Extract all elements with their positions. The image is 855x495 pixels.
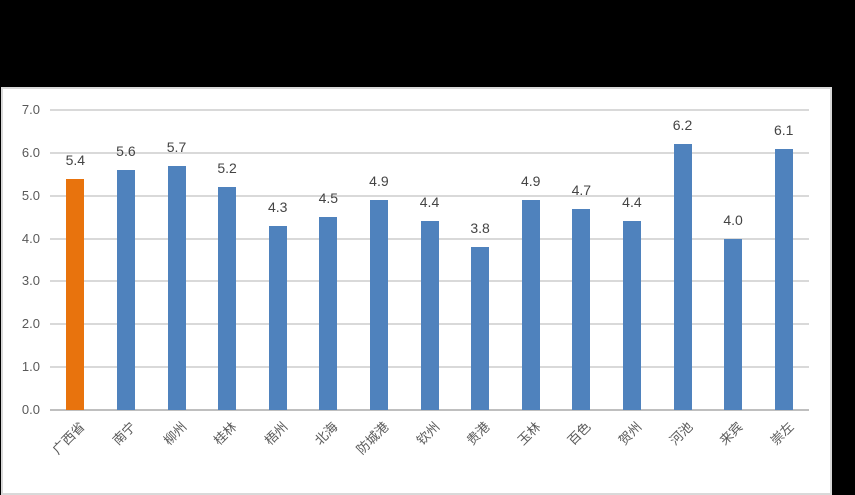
y-axis-tick-label: 3.0	[21, 273, 40, 289]
bar-桂林[interactable]	[218, 187, 237, 410]
bar-百色[interactable]	[572, 208, 591, 410]
value-label: 5.7	[166, 138, 187, 155]
bar-防城港[interactable]	[369, 200, 388, 410]
chart-container[interactable]: 7.0 6.0 5.0 4.0 3.0 2.0 1.0 0.0 5.4 广西省 5.6 南宁 5.7 柳州…	[1, 87, 832, 495]
y-axis-tick-label: 1.0	[21, 359, 40, 375]
y-axis-tick-label: 4.0	[21, 230, 40, 246]
value-label: 3.8	[470, 220, 490, 237]
bar-梧州[interactable]	[268, 225, 287, 410]
value-label: 4.5	[318, 190, 339, 207]
bar-柳州[interactable]	[167, 165, 186, 410]
bar-贺州[interactable]	[622, 221, 641, 410]
bar-贵港[interactable]	[471, 247, 490, 410]
value-label: 6.2	[672, 117, 693, 134]
y-axis-tick-label: 5.0	[21, 187, 40, 203]
value-label: 4.4	[622, 194, 642, 211]
value-label: 4.4	[419, 194, 440, 211]
bar-崇左[interactable]	[774, 148, 793, 410]
bar-玉林[interactable]	[521, 200, 540, 410]
y-axis-tick-label: 0.0	[21, 402, 40, 417]
gridline	[50, 194, 809, 197]
value-label: 4.9	[369, 173, 389, 189]
plot-area: 7.0 6.0 5.0 4.0 3.0 2.0 1.0 0.0 5.4 广西省 5.6 南宁 5.7 柳州…	[22, 102, 809, 457]
bar-河池[interactable]	[673, 144, 692, 410]
bar-北海[interactable]	[319, 217, 338, 410]
value-label: 5.6	[116, 143, 136, 159]
bar-广西省[interactable]	[66, 178, 85, 410]
gridline	[50, 109, 809, 111]
y-axis-tick-label: 7.0	[21, 102, 40, 117]
y-axis-tick-label: 6.0	[21, 144, 40, 160]
value-label: 4.0	[723, 211, 743, 228]
value-label: 4.7	[571, 181, 592, 198]
bar-来宾[interactable]	[724, 238, 743, 410]
bar-南宁[interactable]	[116, 170, 135, 410]
value-label: 5.2	[217, 160, 237, 177]
value-label: 5.4	[65, 151, 86, 168]
value-label: 6.1	[773, 121, 794, 138]
value-label: 4.3	[267, 198, 288, 215]
bar-钦州[interactable]	[420, 221, 439, 410]
y-axis-tick-label: 2.0	[21, 316, 40, 332]
x-axis-line	[50, 409, 809, 411]
gridline	[50, 151, 809, 154]
value-label: 4.9	[520, 173, 541, 189]
